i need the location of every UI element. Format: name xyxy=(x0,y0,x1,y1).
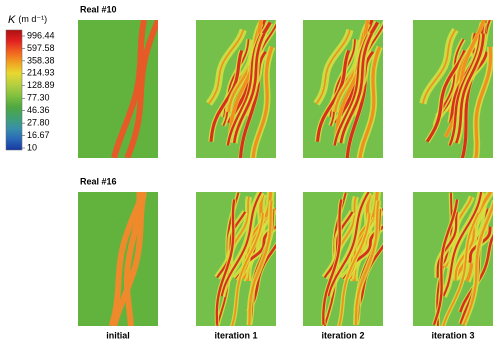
panel xyxy=(196,192,276,326)
streak-core xyxy=(432,199,459,326)
column-label: iteration 3 xyxy=(431,330,474,340)
streak-core xyxy=(248,200,273,326)
streak-core xyxy=(425,49,467,143)
colorbar-label: K (m d⁻¹) xyxy=(8,14,47,26)
streak-core xyxy=(322,199,343,325)
streak-core xyxy=(327,192,370,297)
streak-core xyxy=(315,29,351,105)
streak-core xyxy=(358,46,382,158)
tick-label: 996.44 xyxy=(27,30,55,40)
tick-label: 358.38 xyxy=(27,55,55,65)
channel xyxy=(124,20,158,158)
streak-core xyxy=(422,29,457,104)
streak-core xyxy=(448,34,482,146)
streak-core xyxy=(474,46,493,158)
streak-core xyxy=(338,212,371,326)
streak-core xyxy=(442,212,480,326)
tick-label: 77.30 xyxy=(27,93,50,103)
channels xyxy=(214,192,276,326)
panel xyxy=(303,20,383,158)
streak-core xyxy=(315,49,351,142)
panel xyxy=(303,192,383,326)
streak-core xyxy=(220,192,263,297)
tick-label: 597.58 xyxy=(27,43,55,53)
tick-label: 214.93 xyxy=(27,68,55,78)
streak-core xyxy=(333,33,370,146)
tick-label: 27.80 xyxy=(27,117,50,127)
panel xyxy=(78,192,158,326)
colorbar xyxy=(5,29,23,151)
channel xyxy=(111,20,147,158)
streak-core xyxy=(251,46,274,158)
tick-label: 16.67 xyxy=(27,130,50,140)
streak-core xyxy=(436,211,458,278)
tick-label: 46.36 xyxy=(27,105,50,115)
channels xyxy=(108,192,147,326)
panel xyxy=(413,192,493,326)
column-label: initial xyxy=(106,330,130,340)
panel xyxy=(196,20,276,158)
streak-core xyxy=(354,200,380,326)
streak-core xyxy=(232,33,266,144)
channels xyxy=(313,20,383,158)
symbol: K xyxy=(8,14,16,26)
panel xyxy=(78,20,158,158)
channels xyxy=(321,192,383,326)
column-label: iteration 1 xyxy=(214,330,257,340)
streak-core xyxy=(215,199,236,325)
channels xyxy=(419,20,493,158)
channel xyxy=(124,192,143,326)
channels xyxy=(205,20,276,158)
row-title: Real #10 xyxy=(80,4,117,14)
streak-core xyxy=(231,212,264,326)
streak-core xyxy=(442,192,483,297)
streak-core xyxy=(455,33,485,144)
streak-core xyxy=(209,49,244,142)
channels xyxy=(431,192,493,326)
streak-core xyxy=(208,29,245,105)
streak-core xyxy=(462,201,493,326)
panel-bg xyxy=(78,20,158,158)
row-title: Real #16 xyxy=(80,176,117,186)
streak-core xyxy=(459,233,493,313)
streak-core xyxy=(226,34,262,146)
column-label: iteration 2 xyxy=(321,330,364,340)
panel xyxy=(413,20,493,158)
unit: (m d⁻¹) xyxy=(18,14,47,24)
tick-label: 10 xyxy=(27,142,37,152)
tick-label: 128.89 xyxy=(27,80,55,90)
streak-core xyxy=(323,211,354,279)
channel xyxy=(108,192,146,326)
channels xyxy=(111,20,158,158)
streak-core xyxy=(339,33,373,144)
